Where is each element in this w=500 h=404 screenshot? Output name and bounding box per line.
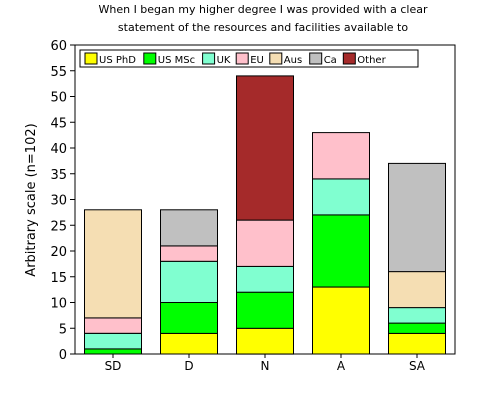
bar-segment-d-us-msc [160, 302, 218, 334]
bar-segment-sa-us-phd [388, 332, 446, 355]
y-axis-label: Arbitrary scale (n=102) [24, 123, 39, 276]
legend-swatch-eu [235, 52, 249, 65]
y-tick-label-5: 5 [59, 322, 67, 337]
bar-segment-n-us-msc [236, 291, 294, 329]
y-tick-label-60: 60 [50, 39, 67, 54]
x-tick-label-n: N [261, 359, 270, 373]
x-tick-label-d: D [184, 359, 193, 373]
bar-segment-a-eu [312, 132, 370, 180]
legend-label-us-phd: US PhD [99, 55, 136, 66]
bar-segment-sd-aus [84, 209, 142, 319]
x-tick-label-a: A [337, 359, 346, 373]
bar-segment-n-eu [236, 219, 294, 267]
chart-title-line-1: When I began my higher degree I was prov… [98, 3, 427, 16]
legend-label-us-msc: US MSc [158, 55, 195, 66]
legend-label-ca: Ca [324, 55, 337, 66]
bar-segment-a-us-phd [312, 286, 370, 355]
bar-segment-a-us-msc [312, 214, 370, 288]
bar-segment-n-uk [236, 265, 294, 293]
legend: US PhD US MSc UK EU Aus Ca Other [79, 49, 419, 68]
y-tick-label-10: 10 [50, 297, 67, 312]
legend-swatch-us-phd [84, 52, 98, 65]
bar-segment-sa-uk [388, 307, 446, 324]
y-tick-label-35: 35 [50, 168, 67, 183]
y-tick-label-45: 45 [50, 116, 67, 131]
legend-label-eu: EU [250, 55, 264, 66]
legend-label-aus: Aus [284, 55, 302, 66]
legend-label-other: Other [357, 55, 386, 66]
bar-segment-d-us-phd [160, 332, 218, 355]
y-tick-label-40: 40 [50, 142, 67, 157]
bar-segment-sa-aus [388, 271, 446, 309]
legend-box [79, 49, 419, 68]
bar-segment-d-uk [160, 260, 218, 303]
bar-segment-d-eu [160, 245, 218, 262]
legend-swatch-ca [309, 52, 323, 65]
y-tick-label-20: 20 [50, 245, 67, 260]
x-tick-label-sa: SA [409, 359, 426, 373]
chart-title-line-2: statement of the resources and facilitie… [118, 21, 408, 34]
legend-swatch-other [342, 52, 356, 65]
y-tick-label-55: 55 [50, 65, 67, 80]
legend-swatch-us-msc [143, 52, 157, 65]
legend-swatch-uk [202, 52, 216, 65]
legend-swatch-aus [269, 52, 283, 65]
y-tick-label-0: 0 [59, 348, 67, 363]
axes-layer: SD D N A SA 0 5 10 15 20 25 30 35 40 45 50 55 60 [50, 39, 456, 373]
legend-label-uk: UK [217, 55, 231, 66]
bar-segment-n-us-phd [236, 327, 294, 355]
y-tick-label-50: 50 [50, 91, 67, 106]
y-tick-label-30: 30 [50, 194, 67, 209]
bar-segment-a-uk [312, 178, 370, 216]
bar-segment-sd-us-msc [84, 348, 142, 355]
bar-segment-sd-uk [84, 332, 142, 350]
bar-segment-d-ca [160, 209, 218, 247]
bar-segment-sa-us-msc [388, 322, 446, 334]
y-tick-label-25: 25 [50, 219, 67, 234]
bar-segment-sd-eu [84, 317, 142, 334]
x-tick-label-sd: SD [105, 359, 122, 373]
bar-segment-sa-ca [388, 162, 446, 273]
y-tick-label-15: 15 [50, 271, 67, 286]
bar-segment-n-other [236, 75, 294, 221]
bars-layer [84, 75, 446, 355]
